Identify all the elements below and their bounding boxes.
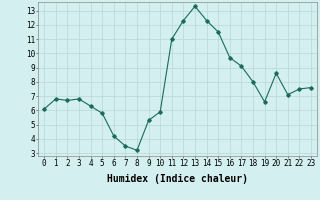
X-axis label: Humidex (Indice chaleur): Humidex (Indice chaleur) — [107, 174, 248, 184]
